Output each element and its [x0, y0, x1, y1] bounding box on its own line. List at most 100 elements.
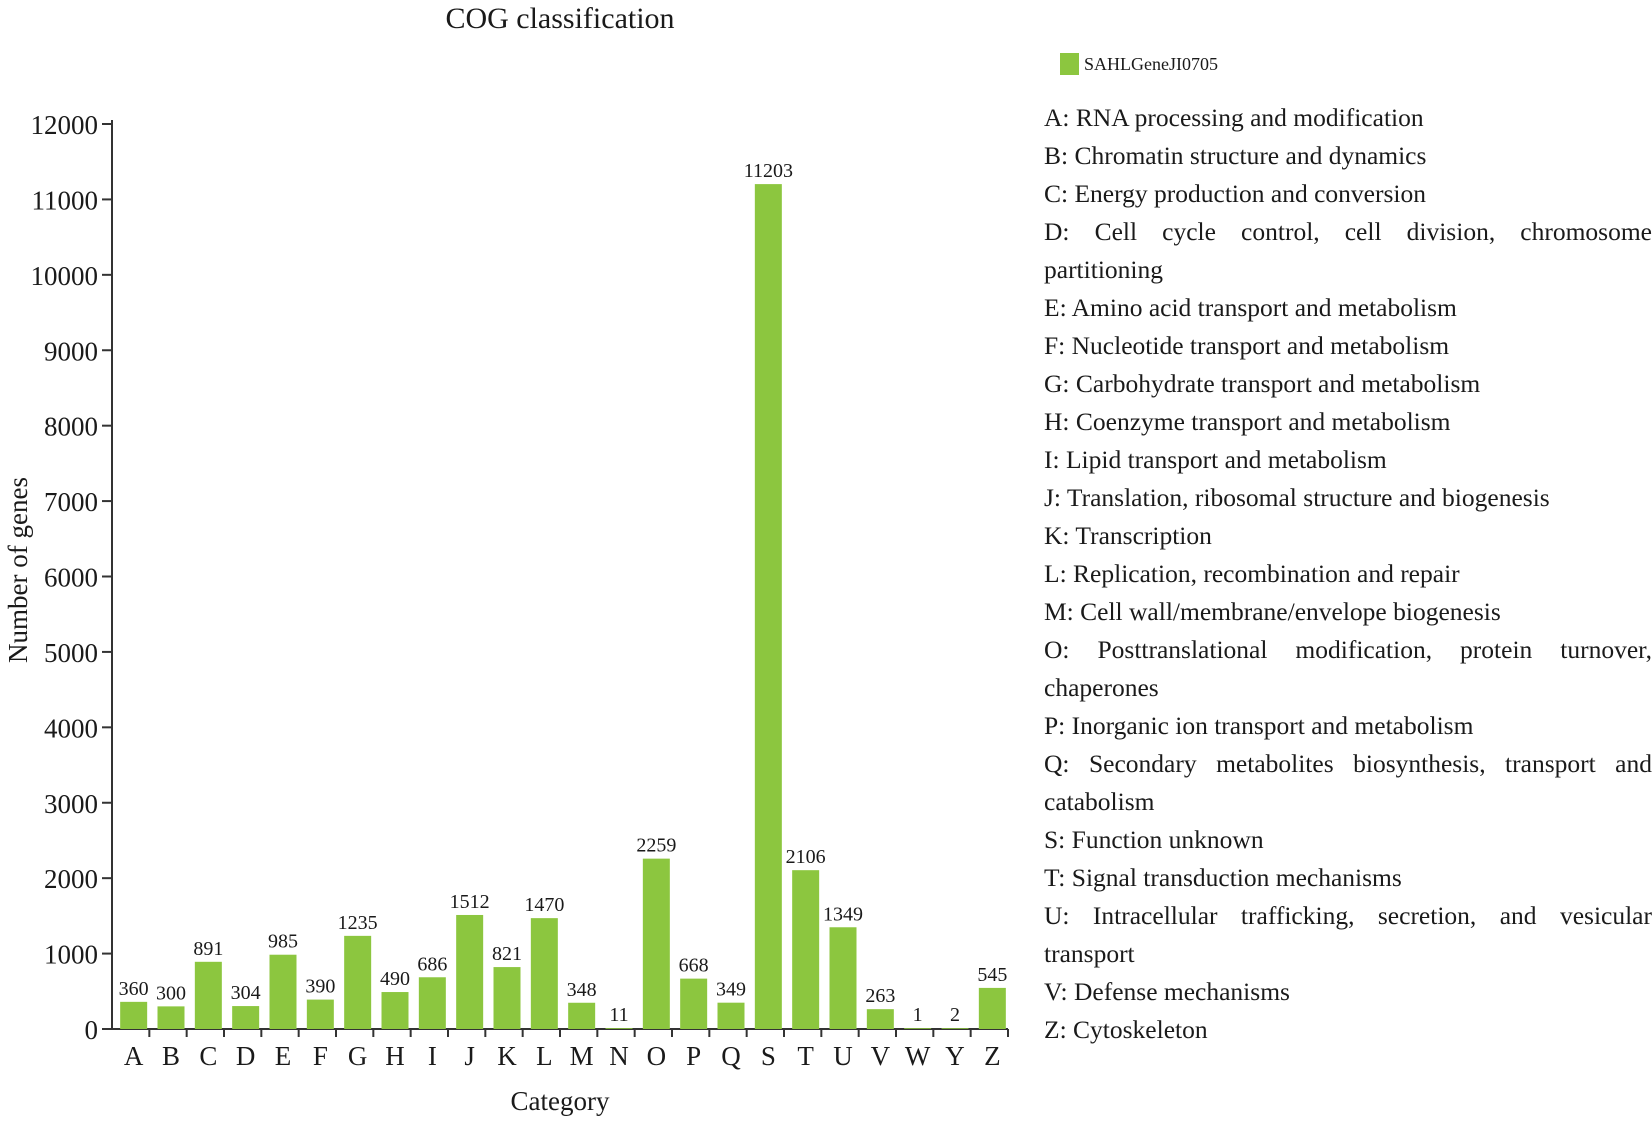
bar-K: [493, 967, 521, 1029]
y-tick-label: 10000: [31, 261, 99, 291]
category-description: P: Inorganic ion transport and metabolis…: [1044, 711, 1474, 740]
bar-A: [120, 1001, 148, 1029]
bar-value-label-A: 360: [119, 978, 149, 1000]
legend-label: SAHLGeneJI0705: [1084, 54, 1218, 74]
y-axis-ticks: 0 1000 2000 3000 4000 5000 6000 7000 8000 9000 100…: [31, 110, 112, 1045]
bar-E: [269, 954, 297, 1029]
category-description: C: Energy production and conversion: [1044, 179, 1426, 208]
category-description: K: Transcription: [1044, 521, 1212, 550]
y-tick-label: 0: [85, 1015, 99, 1045]
x-tick-label-N: N: [609, 1041, 629, 1071]
x-tick-label-G: G: [348, 1041, 368, 1071]
y-tick-label: 11000: [32, 185, 99, 215]
bar-B: [157, 1006, 185, 1029]
y-tick-label: 7000: [44, 487, 98, 517]
chart-title: COG classification: [445, 2, 674, 35]
x-tick-label-J: J: [464, 1041, 475, 1071]
bar-value-label-T: 2106: [786, 846, 826, 868]
category-description: J: Translation, ribosomal structure and …: [1044, 483, 1550, 512]
x-tick-label-P: P: [686, 1041, 701, 1071]
bar-value-label-J: 1512: [450, 891, 490, 913]
category-description: Q: Secondary metabolites biosynthesis, t…: [1044, 749, 1652, 816]
bar-value-label-C: 891: [193, 938, 223, 960]
category-description: H: Coenzyme transport and metabolism: [1044, 407, 1451, 436]
bar-value-label-B: 300: [156, 982, 186, 1004]
x-tick-label-Z: Z: [984, 1041, 1001, 1071]
bar-M: [568, 1002, 596, 1029]
bar-F: [306, 999, 334, 1029]
bar-Y: [941, 1028, 969, 1029]
bar-O: [642, 858, 670, 1029]
bar-value-label-N: 11: [609, 1004, 628, 1026]
legend-swatch: [1060, 53, 1079, 75]
bars: [120, 184, 1006, 1030]
y-tick-label: 8000: [44, 412, 98, 442]
x-tick-label-O: O: [647, 1041, 667, 1071]
y-tick-label: 6000: [44, 563, 98, 593]
x-tick-label-D: D: [236, 1041, 256, 1071]
category-description: V: Defense mechanisms: [1044, 977, 1290, 1006]
x-axis-label: Category: [511, 1086, 610, 1116]
bar-T: [792, 870, 820, 1029]
y-tick-label: 1000: [44, 940, 98, 970]
bar-value-labels: 360 300 891 304 985 390 1235 490 686 1512 821 1470 3…: [119, 160, 1008, 1026]
category-description: O: Posttranslational modification, prote…: [1044, 635, 1652, 702]
y-axis-label: Number of genes: [3, 477, 33, 663]
bar-value-label-I: 686: [417, 953, 447, 975]
x-tick-label-S: S: [761, 1041, 776, 1071]
category-description: F: Nucleotide transport and metabolism: [1044, 331, 1450, 360]
bar-Z: [978, 987, 1006, 1029]
bar-P: [680, 978, 708, 1029]
bar-value-label-G: 1235: [338, 912, 378, 934]
bar-U: [829, 927, 857, 1029]
x-tick-label-V: V: [871, 1041, 891, 1071]
bar-G: [344, 935, 372, 1029]
bar-value-label-O: 2259: [636, 835, 676, 857]
x-tick-label-C: C: [199, 1041, 217, 1071]
cog-bar-chart: COG classification Number of genes Categ…: [3, 2, 1009, 1116]
bar-value-label-Q: 349: [716, 979, 746, 1001]
x-tick-label-Q: Q: [721, 1041, 741, 1071]
category-description: L: Replication, recombination and repair: [1044, 559, 1460, 588]
y-tick-label: 4000: [44, 713, 98, 743]
category-description: I: Lipid transport and metabolism: [1044, 445, 1387, 474]
bar-value-label-F: 390: [305, 976, 335, 998]
bar-value-label-E: 985: [268, 931, 298, 953]
category-descriptions: A: RNA processing and modification B: Chr…: [1044, 99, 1652, 1049]
category-description: A: RNA processing and modification: [1044, 103, 1424, 132]
y-tick-label: 2000: [44, 864, 98, 894]
bar-C: [194, 961, 222, 1029]
bar-value-label-K: 821: [492, 943, 522, 965]
x-tick-label-L: L: [536, 1041, 553, 1071]
x-tick-label-Y: Y: [945, 1041, 965, 1071]
bar-Q: [717, 1002, 745, 1029]
bar-J: [456, 914, 484, 1029]
x-tick-label-E: E: [275, 1041, 292, 1071]
category-description: U: Intracellular trafficking, secretion,…: [1044, 901, 1652, 968]
x-tick-label-T: T: [797, 1041, 814, 1071]
x-tick-label-F: F: [313, 1041, 328, 1071]
bar-N: [605, 1028, 633, 1029]
x-tick-label-A: A: [124, 1041, 144, 1071]
category-description: Z: Cytoskeleton: [1044, 1015, 1208, 1044]
category-description: D: Cell cycle control, cell division, ch…: [1044, 217, 1652, 284]
category-description: E: Amino acid transport and metabolism: [1044, 293, 1457, 322]
bar-value-label-Z: 545: [977, 964, 1007, 986]
bar-I: [418, 977, 446, 1029]
y-tick-label: 9000: [44, 336, 98, 366]
bar-value-label-W: 1: [913, 1004, 923, 1026]
y-tick-label: 5000: [44, 638, 98, 668]
bar-value-label-V: 263: [865, 985, 895, 1007]
category-description: M: Cell wall/membrane/envelope biogenesi…: [1044, 597, 1501, 626]
bar-value-label-S: 11203: [744, 160, 793, 182]
x-tick-label-H: H: [385, 1041, 405, 1071]
category-description: T: Signal transduction mechanisms: [1044, 863, 1402, 892]
x-tick-label-U: U: [833, 1041, 853, 1071]
bar-H: [381, 992, 409, 1029]
x-tick-label-M: M: [570, 1041, 594, 1071]
bar-V: [866, 1009, 894, 1029]
bar-value-label-H: 490: [380, 968, 410, 990]
bar-S: [754, 184, 782, 1030]
bar-value-label-L: 1470: [524, 894, 564, 916]
